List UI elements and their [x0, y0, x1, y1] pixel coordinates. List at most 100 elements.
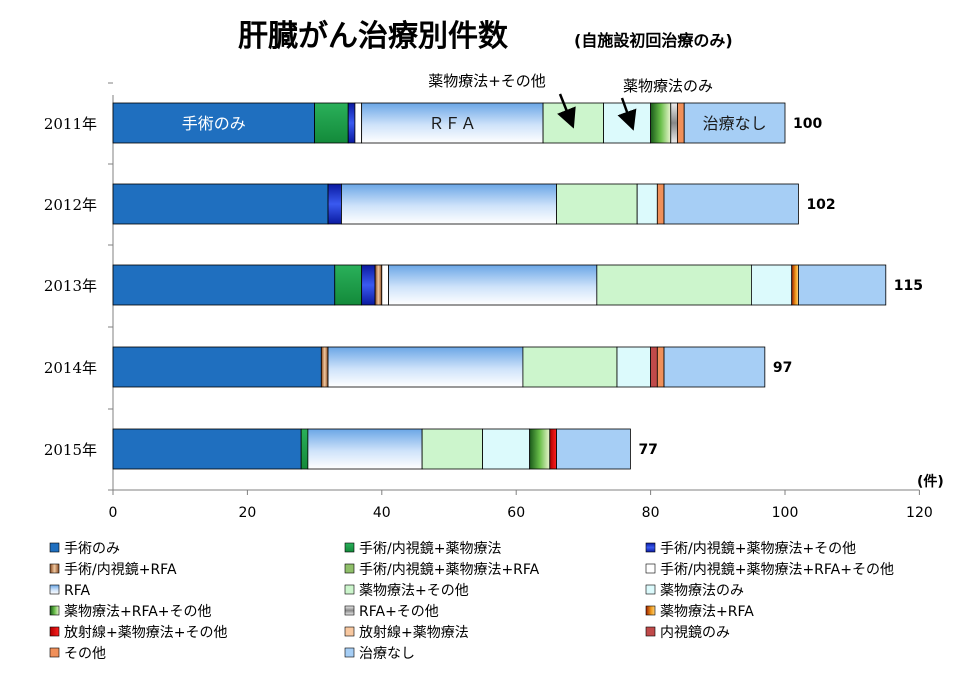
legend-swatch — [49, 647, 60, 658]
legend-entry: 手術/内視鏡+薬物療法+その他 — [660, 540, 856, 557]
bar-segment — [112, 428, 302, 470]
legend-swatch — [645, 584, 656, 595]
legend-entry: 薬物療法+RFA — [660, 603, 754, 620]
bar-total-label: 97 — [773, 360, 792, 376]
bar-segment — [388, 264, 598, 306]
bar-total-label: 77 — [638, 442, 657, 458]
bar-segment — [683, 102, 786, 144]
plot-area: 0 20 40 60 80 100 120 (件) 2011年 100 2012年 102 2013年 1… — [44, 72, 944, 521]
bar-segment — [374, 264, 383, 306]
legend-entry: 手術のみ — [64, 541, 120, 557]
bar-segment — [381, 264, 389, 306]
legend-entry: 放射線+薬物療法 — [359, 624, 469, 641]
bar-segment — [542, 102, 604, 144]
bar-segment — [670, 102, 678, 144]
legend: 手術のみ 手術/内視鏡+薬物療法 手術/内視鏡+薬物療法+その他手術/内視鏡+RFA… — [49, 540, 894, 662]
legend-swatch — [344, 647, 355, 658]
segment-label: 手術のみ — [182, 114, 246, 133]
legend-entry: 手術/内視鏡+RFA — [64, 562, 177, 578]
legend-entry: 手術/内視鏡+薬物療法+RFA — [359, 561, 540, 578]
legend-entry: 治療なし — [359, 645, 415, 662]
chart-subtitle: (自施設初回治療のみ) — [574, 31, 733, 50]
x-tick-label: 0 — [109, 505, 118, 521]
x-tick-label: 80 — [642, 505, 660, 521]
annotation-label: 薬物療法のみ — [623, 77, 713, 95]
legend-swatch — [344, 563, 355, 574]
bar-total-label: 102 — [806, 197, 835, 213]
legend-swatch — [49, 563, 60, 574]
bar-segment — [421, 428, 483, 470]
legend-swatch — [344, 605, 355, 616]
legend-swatch — [645, 626, 656, 637]
legend-entry: 放射線+薬物療法+その他 — [64, 624, 227, 641]
segment-label: ＲＦＡ — [428, 114, 476, 133]
bar-segment — [650, 346, 658, 388]
bar-segment — [522, 346, 618, 388]
bar-segment — [556, 183, 638, 225]
y-tick-label: 2012年 — [44, 196, 97, 214]
legend-entry: 手術/内視鏡+薬物療法+RFA+その他 — [660, 561, 894, 578]
bar-segment — [482, 428, 531, 470]
bar-segment — [334, 264, 363, 306]
legend-swatch — [645, 542, 656, 553]
bar-segment — [791, 264, 799, 306]
bar-segment — [549, 428, 557, 470]
legend-swatch — [49, 584, 60, 595]
legend-entry: 薬物療法のみ — [660, 582, 744, 599]
bar-segment — [751, 264, 793, 306]
bar-segment — [596, 264, 752, 306]
bar-segment — [347, 102, 356, 144]
bar-segment — [112, 183, 329, 225]
bar-segment — [616, 346, 651, 388]
x-axis-unit: (件) — [917, 473, 944, 490]
x-tick-label: 100 — [772, 505, 799, 521]
legend-entry: 手術/内視鏡+薬物療法 — [359, 540, 501, 557]
legend-entry: RFA — [64, 583, 90, 599]
bar-segment — [798, 264, 887, 306]
bar-segment — [529, 428, 551, 470]
legend-swatch — [49, 542, 60, 553]
y-tick-label: 2011年 — [44, 115, 97, 133]
segment-label: 治療なし — [703, 114, 767, 133]
chart-title: 肝臓がん治療別件数 — [238, 19, 509, 54]
bar-segment — [307, 428, 423, 470]
bar-segment — [663, 346, 766, 388]
legend-swatch — [645, 563, 656, 574]
bar-segment — [112, 102, 316, 144]
legend-swatch — [344, 626, 355, 637]
bar-segment — [112, 264, 336, 306]
y-tick-label: 2015年 — [44, 441, 97, 459]
bar-segment — [341, 183, 557, 225]
bar-segment — [656, 183, 665, 225]
bar-segment — [354, 102, 363, 144]
legend-entry: 薬物療法+RFA+その他 — [64, 603, 212, 620]
x-tick-label: 120 — [906, 505, 933, 521]
legend-entry: 内視鏡のみ — [660, 625, 730, 641]
bar-segment — [112, 346, 322, 388]
bar-segment — [361, 264, 376, 306]
bar-segment — [677, 102, 685, 144]
bar-segment — [650, 102, 672, 144]
legend-swatch — [49, 626, 60, 637]
x-tick-label: 60 — [507, 505, 525, 521]
annotation-label: 薬物療法+その他 — [428, 72, 546, 90]
annotation-arrow — [557, 93, 576, 129]
legend-swatch — [344, 542, 355, 553]
bar-segment — [556, 428, 631, 470]
x-tick-label: 40 — [373, 505, 391, 521]
legend-entry: 薬物療法+その他 — [359, 582, 469, 599]
bar-segment — [314, 102, 349, 144]
bar-total-label: 115 — [894, 278, 923, 294]
bar-segment — [636, 183, 658, 225]
legend-swatch — [645, 605, 656, 616]
annotation-arrow — [617, 97, 637, 131]
legend-entry: RFA+その他 — [359, 604, 439, 620]
bar-segment — [327, 183, 342, 225]
bar-total-label: 100 — [793, 116, 822, 132]
legend-entry: その他 — [64, 646, 106, 662]
legend-swatch — [344, 584, 355, 595]
legend-swatch — [49, 605, 60, 616]
bar-segment — [320, 346, 329, 388]
bar-segment — [656, 346, 665, 388]
